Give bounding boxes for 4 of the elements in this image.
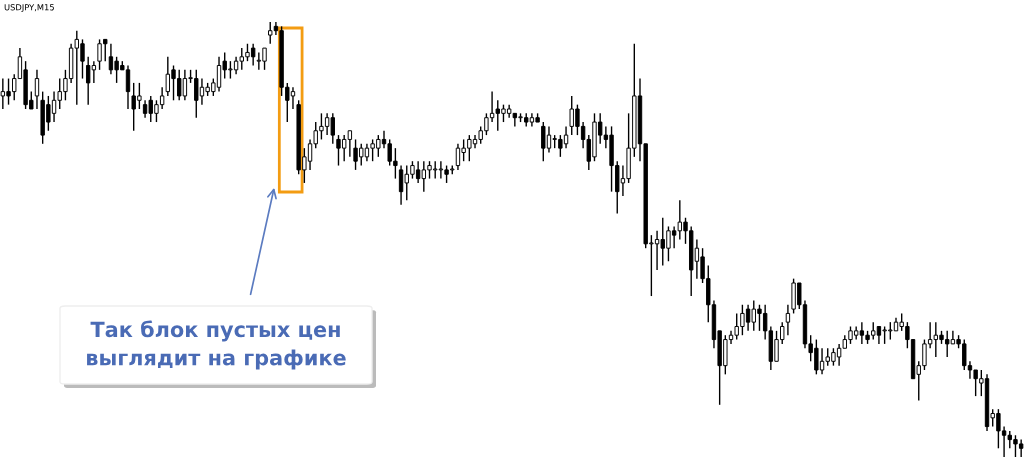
candlestick <box>34 69 40 110</box>
chart-title: USDJPY,M15 <box>4 4 54 12</box>
annotation: Так блок пустых цен выглядит на графике <box>87 320 346 370</box>
candlestick <box>785 304 791 336</box>
